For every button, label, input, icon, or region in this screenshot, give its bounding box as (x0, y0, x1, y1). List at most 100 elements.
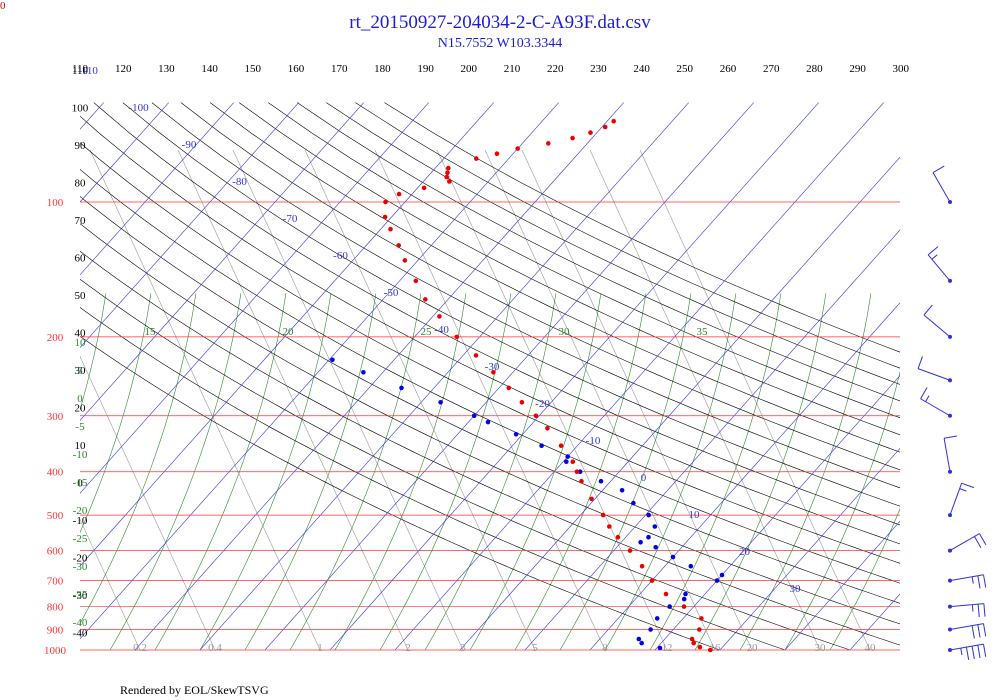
moist-left-label: 0 (77, 393, 83, 405)
pressure-tick-label: 900 (47, 625, 64, 637)
theta-tick-label: 270 (763, 63, 780, 75)
wind-barb (948, 574, 987, 589)
isotherm-line (0, 103, 39, 669)
dry-adiabat-line (80, 335, 721, 650)
wind-barb-flag (971, 625, 975, 639)
temperature-point (506, 385, 512, 391)
mixing-ratio-line (89, 149, 321, 650)
temperature-point (589, 496, 594, 502)
mixing-ratio-line (304, 149, 536, 650)
dewpoint-point (619, 488, 625, 493)
dry-adiabats (80, 102, 900, 650)
theta-tick-label: 120 (115, 63, 132, 75)
mixing-ratio-label: 3 (460, 642, 466, 654)
dry-adiabat-line (80, 307, 786, 650)
isotherm-tick-label: -90 (182, 139, 197, 151)
left-altitude-label: -10 (73, 515, 88, 527)
mixing-ratio-label: 0.4 (208, 642, 222, 654)
wind-barb (948, 603, 986, 618)
temperature-point (421, 185, 427, 191)
temperature-point (413, 278, 419, 284)
wind-barb-flag (977, 645, 981, 658)
dry-adiabat-line (180, 102, 900, 471)
temperature-point (519, 400, 525, 405)
wind-barb-flag (917, 356, 923, 369)
temperature-point (445, 170, 450, 175)
wind-barb-flag (983, 603, 986, 617)
dewpoint-point (471, 413, 477, 419)
left-altitude-label: 100 (72, 103, 89, 115)
dewpoint-point (564, 459, 569, 465)
mixing-ratio-label: 2 (405, 642, 411, 654)
moist-adiabat-label: 20 (283, 326, 295, 338)
wind-barb (948, 643, 987, 660)
temperature-point (697, 627, 702, 632)
dewpoint-point (598, 478, 604, 484)
isotherm-tick-label: -60 (333, 250, 348, 262)
mixing-ratio-line (436, 149, 668, 650)
left-altitude-label: 70 (75, 215, 87, 227)
temperature-point (600, 512, 606, 518)
wind-barb (948, 482, 975, 518)
dry-adiabat-line (122, 102, 900, 507)
theta-tick-label: 130 (158, 63, 175, 75)
wind-barb-flag (932, 165, 945, 173)
dewpoint-point (653, 545, 658, 550)
wind-barb-flag (982, 644, 987, 657)
wind-barb-flag (961, 482, 975, 489)
wind-barb-flag (971, 646, 975, 659)
wind-barb-flag (923, 304, 933, 316)
isotherm-line (80, 102, 234, 276)
wind-barb-flag (977, 604, 980, 618)
temperature-point (423, 297, 428, 302)
moist-adiabat-line (469, 293, 602, 650)
dry-adiabat-line (209, 102, 900, 453)
pressure-tick-label: 800 (47, 602, 64, 614)
wind-barb (948, 533, 987, 553)
dry-adiabat-line (93, 102, 900, 526)
dewpoint-point (670, 554, 676, 560)
isotherm-line (80, 102, 364, 421)
isotherm-line (459, 156, 900, 650)
temperature-point (402, 258, 408, 263)
wind-barb-shaft (923, 314, 951, 338)
dewpoint-point (681, 596, 687, 602)
wind-barb-flag (971, 576, 974, 584)
dewpoint-point (683, 591, 688, 597)
wind-barb (948, 623, 987, 639)
mixing-ratio-label: 20 (747, 642, 759, 654)
pressure-tick-label: 700 (47, 576, 64, 588)
temperature-point (615, 534, 621, 540)
wind-barb-shaft (927, 254, 951, 282)
isotherm-line (199, 102, 689, 650)
pressure-tick-label: 300 (47, 411, 64, 423)
dry-adiabat-line (80, 168, 900, 584)
mixing-ratio-line (589, 149, 821, 650)
wind-barb (920, 387, 952, 418)
isotherm-line (719, 447, 900, 650)
mixing-ratio-label: 12 (662, 642, 673, 654)
temperature-point (639, 563, 645, 569)
wind-barb (927, 246, 952, 283)
moist-adiabat-line (334, 293, 467, 650)
temperature-point (396, 243, 402, 248)
isotherm-tick-label: -100 (128, 102, 149, 114)
moist-adiabat-line (694, 293, 827, 650)
moist-left-label: -30 (73, 561, 88, 573)
moist-adiabat-line (0, 293, 16, 668)
dewpoint-point (688, 563, 694, 569)
dry-adiabat-line (80, 278, 851, 650)
moist-adiabat-label: 30 (559, 326, 571, 338)
isotherm-line (80, 102, 494, 567)
mixing-ratio-line (374, 149, 606, 650)
wind-barb-flag (971, 604, 974, 612)
wind-barbs (917, 165, 987, 660)
mixing-ratio-label: 1 (317, 642, 323, 654)
dewpoint-point (485, 419, 491, 425)
wind-barb-flag (977, 575, 981, 589)
dewpoint-point (719, 572, 725, 578)
dewpoint-point (652, 524, 658, 529)
pressure-tick-label: 500 (47, 510, 64, 522)
left-altitude-label: 60 (75, 253, 87, 265)
